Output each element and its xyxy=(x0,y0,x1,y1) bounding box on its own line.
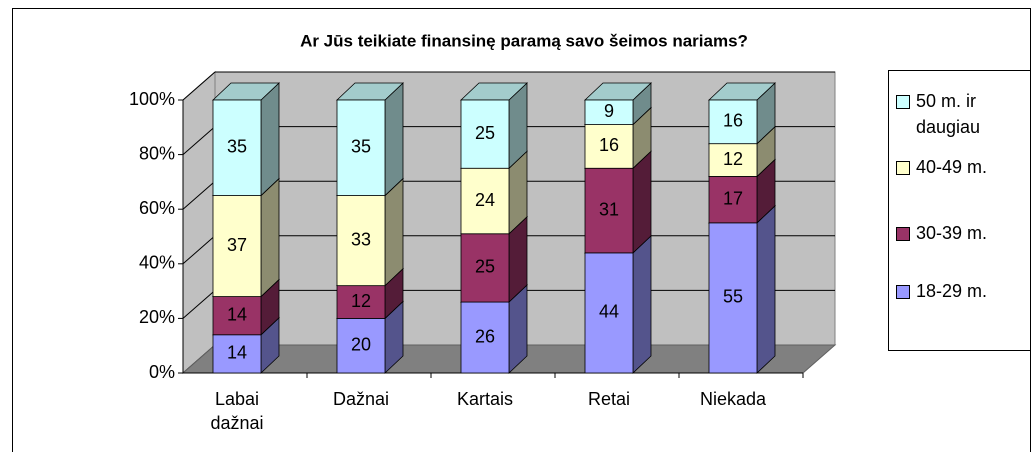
grid-line xyxy=(182,180,216,210)
bar xyxy=(336,99,386,196)
grid-line xyxy=(182,235,216,265)
bar xyxy=(336,195,386,287)
bar-side xyxy=(632,150,652,254)
data-label: 26 xyxy=(475,326,495,346)
data-label: 37 xyxy=(227,235,247,255)
legend-label: 18-29 m. xyxy=(916,281,988,301)
data-label: 9 xyxy=(604,101,614,121)
data-label: 20 xyxy=(351,334,371,354)
data-label: 16 xyxy=(599,135,619,155)
bar xyxy=(212,334,262,374)
data-label: 44 xyxy=(599,302,619,322)
bar-side xyxy=(384,177,404,287)
bar xyxy=(708,176,758,224)
bar-side xyxy=(260,177,280,298)
y-tick-label: 80% xyxy=(139,143,175,163)
data-label: 14 xyxy=(227,343,247,363)
data-label: 12 xyxy=(351,291,371,311)
legend-label: 40-49 m. xyxy=(916,157,988,177)
legend-label: 30-39 m. xyxy=(916,223,988,243)
data-label: 25 xyxy=(475,257,495,277)
bar-side xyxy=(260,82,280,197)
data-label: 25 xyxy=(475,123,495,143)
y-tick-label: 20% xyxy=(139,307,175,327)
data-label: 14 xyxy=(227,304,247,324)
data-label: 16 xyxy=(723,111,743,131)
bar-side xyxy=(756,204,776,374)
x-tick-label: Labai dažnai xyxy=(210,389,264,433)
bar xyxy=(460,167,510,235)
data-label: 35 xyxy=(227,137,247,157)
data-label: 31 xyxy=(599,199,619,219)
bar xyxy=(708,222,758,374)
bar-side xyxy=(384,82,404,197)
grid-line xyxy=(182,126,216,155)
bar xyxy=(336,317,386,374)
grid-line xyxy=(182,290,216,319)
bar xyxy=(584,124,634,169)
y-tick-label: 0% xyxy=(149,362,175,382)
data-label: 12 xyxy=(723,149,743,169)
chart-title: Ar Jūs teikiate finansinę paramą savo še… xyxy=(300,31,748,50)
data-label: 24 xyxy=(475,190,495,210)
grid-line xyxy=(182,71,216,101)
bar xyxy=(584,252,634,374)
legend-swatch xyxy=(896,285,910,299)
data-label: 17 xyxy=(723,188,743,208)
x-tick-label: Kartais xyxy=(456,389,514,409)
legend-label: 50 m. ir daugiau xyxy=(916,91,981,137)
legend-swatch xyxy=(896,95,910,109)
x-tick-label: Retai xyxy=(587,389,631,409)
y-tick-label: 100% xyxy=(129,89,175,109)
data-label: 33 xyxy=(351,229,371,249)
bar xyxy=(212,99,262,196)
legend-swatch xyxy=(896,161,910,175)
y-tick-label: 40% xyxy=(139,253,175,273)
side-wall xyxy=(182,70,216,375)
x-tick-label: Dažnai xyxy=(332,389,390,409)
bar xyxy=(708,99,758,145)
bar xyxy=(708,143,758,177)
data-label: 55 xyxy=(723,287,743,307)
bar xyxy=(212,195,262,297)
data-label: 35 xyxy=(351,137,371,157)
y-tick-label: 60% xyxy=(139,198,175,218)
bar xyxy=(460,99,510,169)
bar xyxy=(584,99,634,125)
legend-swatch xyxy=(896,227,910,241)
bar-side xyxy=(632,234,652,374)
legend-box xyxy=(888,70,1031,351)
bar xyxy=(212,296,262,336)
x-tick-label: Niekada xyxy=(699,389,767,409)
